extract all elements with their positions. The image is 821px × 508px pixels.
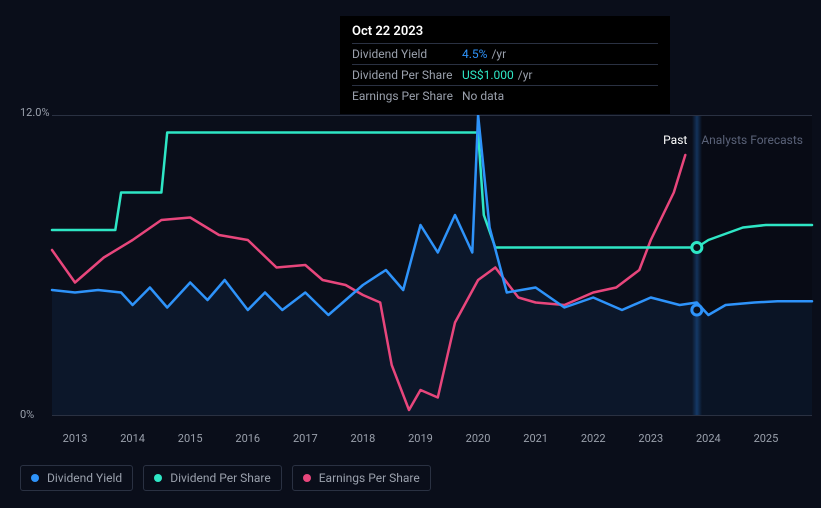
tooltip-row-suffix: /yr: [518, 68, 533, 82]
mode-labels: Past Analysts Forecasts: [663, 133, 803, 147]
x-tick-label: 2025: [754, 432, 779, 445]
legend-label: Dividend Yield: [47, 471, 122, 485]
x-tick-label: 2024: [696, 432, 721, 445]
chart-area[interactable]: [20, 115, 810, 415]
x-tick-label: 2021: [523, 432, 548, 445]
chart-svg: [20, 115, 820, 425]
x-tick-label: 2017: [293, 432, 318, 445]
legend-item[interactable]: Dividend Per Share: [143, 465, 282, 491]
x-tick-label: 2014: [120, 432, 145, 445]
mode-past-label: Past: [663, 133, 687, 147]
legend-label: Dividend Per Share: [170, 471, 271, 485]
legend-dot: [31, 474, 39, 482]
legend-item[interactable]: Dividend Yield: [20, 465, 133, 491]
tooltip-row: Earnings Per ShareNo data: [352, 85, 658, 106]
tooltip-row-value: No data: [462, 89, 504, 103]
legend-dot: [303, 474, 311, 482]
legend-label: Earnings Per Share: [319, 471, 420, 485]
tooltip-row: Dividend Per ShareUS$1.000/yr: [352, 64, 658, 85]
tooltip-rows: Dividend Yield4.5%/yrDividend Per ShareU…: [352, 43, 658, 106]
legend: Dividend Yield Dividend Per Share Earnings…: [20, 465, 431, 491]
tooltip-row-label: Dividend Per Share: [352, 68, 462, 82]
tooltip-row: Dividend Yield4.5% /yr: [352, 43, 658, 64]
x-tick-label: 2020: [466, 432, 491, 445]
x-tick-label: 2022: [581, 432, 606, 445]
chart-tooltip: Oct 22 2023 Dividend Yield4.5%/yrDividen…: [340, 16, 670, 114]
tooltip-row-label: Earnings Per Share: [352, 89, 462, 103]
tooltip-row-value: US$1.000: [462, 68, 514, 82]
x-tick-label: 2019: [408, 432, 433, 445]
tooltip-row-suffix: /yr: [491, 47, 506, 61]
legend-dot: [154, 474, 162, 482]
tooltip-date: Oct 22 2023: [352, 24, 658, 39]
x-tick-label: 2015: [178, 432, 203, 445]
x-tick-label: 2016: [235, 432, 260, 445]
x-tick-label: 2023: [638, 432, 663, 445]
legend-item[interactable]: Earnings Per Share: [292, 465, 431, 491]
tooltip-row-value: 4.5%: [462, 47, 487, 61]
mode-forecast-label: Analysts Forecasts: [701, 133, 803, 147]
tooltip-row-label: Dividend Yield: [352, 47, 462, 61]
x-tick-label: 2018: [351, 432, 376, 445]
x-tick-label: 2013: [63, 432, 88, 445]
